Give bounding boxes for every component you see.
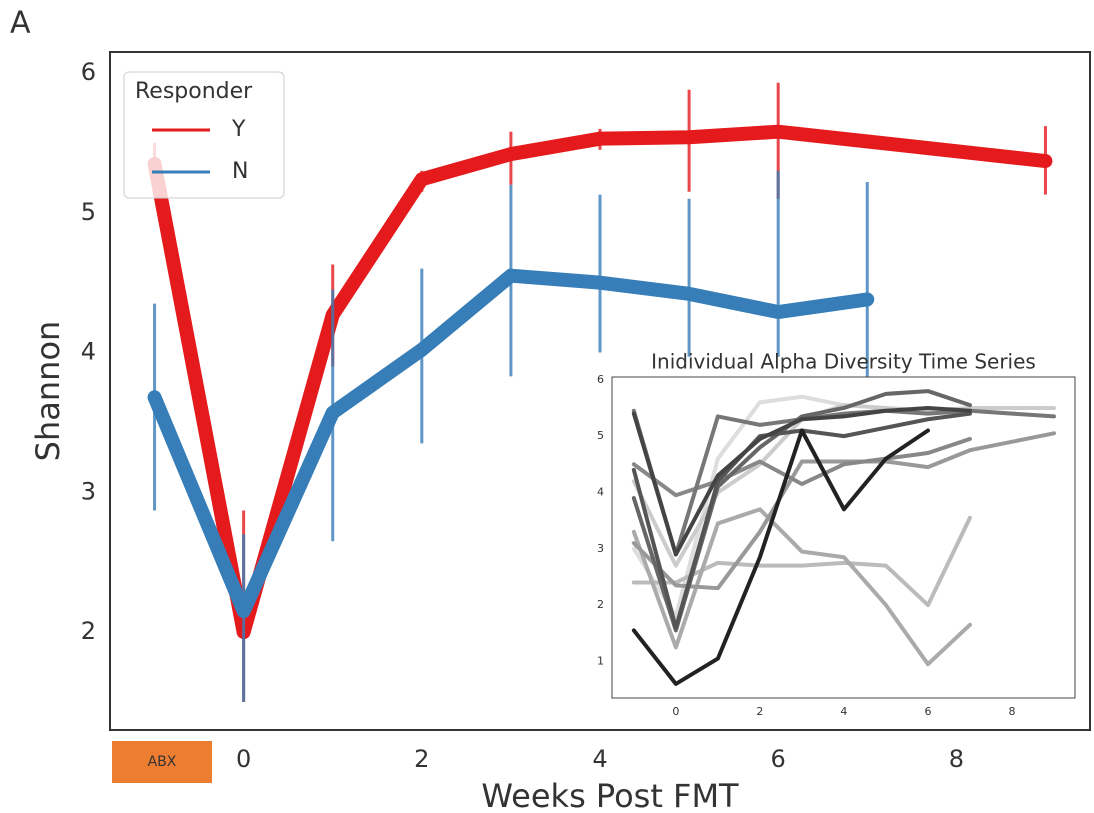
panel-label: A <box>10 6 31 41</box>
x-tick-label: 8 <box>1008 705 1015 718</box>
x-tick-label: 4 <box>592 745 607 773</box>
y-tick-label: 1 <box>597 654 604 667</box>
y-tick-label: 2 <box>81 617 96 645</box>
abx-box <box>112 741 212 783</box>
y-axis-label: Shannon <box>29 321 67 462</box>
legend-label: Y <box>231 117 246 142</box>
y-tick-label: 5 <box>597 429 604 442</box>
y-tick-label: 4 <box>597 485 604 498</box>
inset-title: Inidividual Alpha Diversity Time Series <box>651 350 1036 374</box>
series-line <box>631 431 1056 591</box>
series-line <box>631 405 972 557</box>
y-tick-label: 2 <box>597 598 604 611</box>
series-line <box>631 436 972 498</box>
x-tick-label: 0 <box>672 705 679 718</box>
plot-area <box>611 376 1076 699</box>
y-tick-label: 6 <box>81 58 96 86</box>
x-tick-label: 6 <box>924 705 931 718</box>
series-line <box>631 507 972 667</box>
legend-title: Responder <box>135 79 253 104</box>
y-tick-label: 5 <box>81 198 96 226</box>
legend-label: N <box>232 159 248 184</box>
x-tick-label: 0 <box>236 745 251 773</box>
x-tick-label: 8 <box>949 745 964 773</box>
x-tick-label: 4 <box>840 705 847 718</box>
x-tick-label: 6 <box>771 745 786 773</box>
x-tick-label: 2 <box>414 745 429 773</box>
x-tick-label: 2 <box>756 705 763 718</box>
y-tick-label: 6 <box>597 373 604 386</box>
abx-label: ABX <box>148 754 177 770</box>
x-axis-label: Weeks Post FMT <box>481 777 739 813</box>
y-tick-label: 4 <box>81 338 96 366</box>
series-line <box>631 428 930 686</box>
legend-box <box>123 71 285 199</box>
y-tick-label: 3 <box>597 542 604 555</box>
y-tick-label: 3 <box>81 477 96 505</box>
